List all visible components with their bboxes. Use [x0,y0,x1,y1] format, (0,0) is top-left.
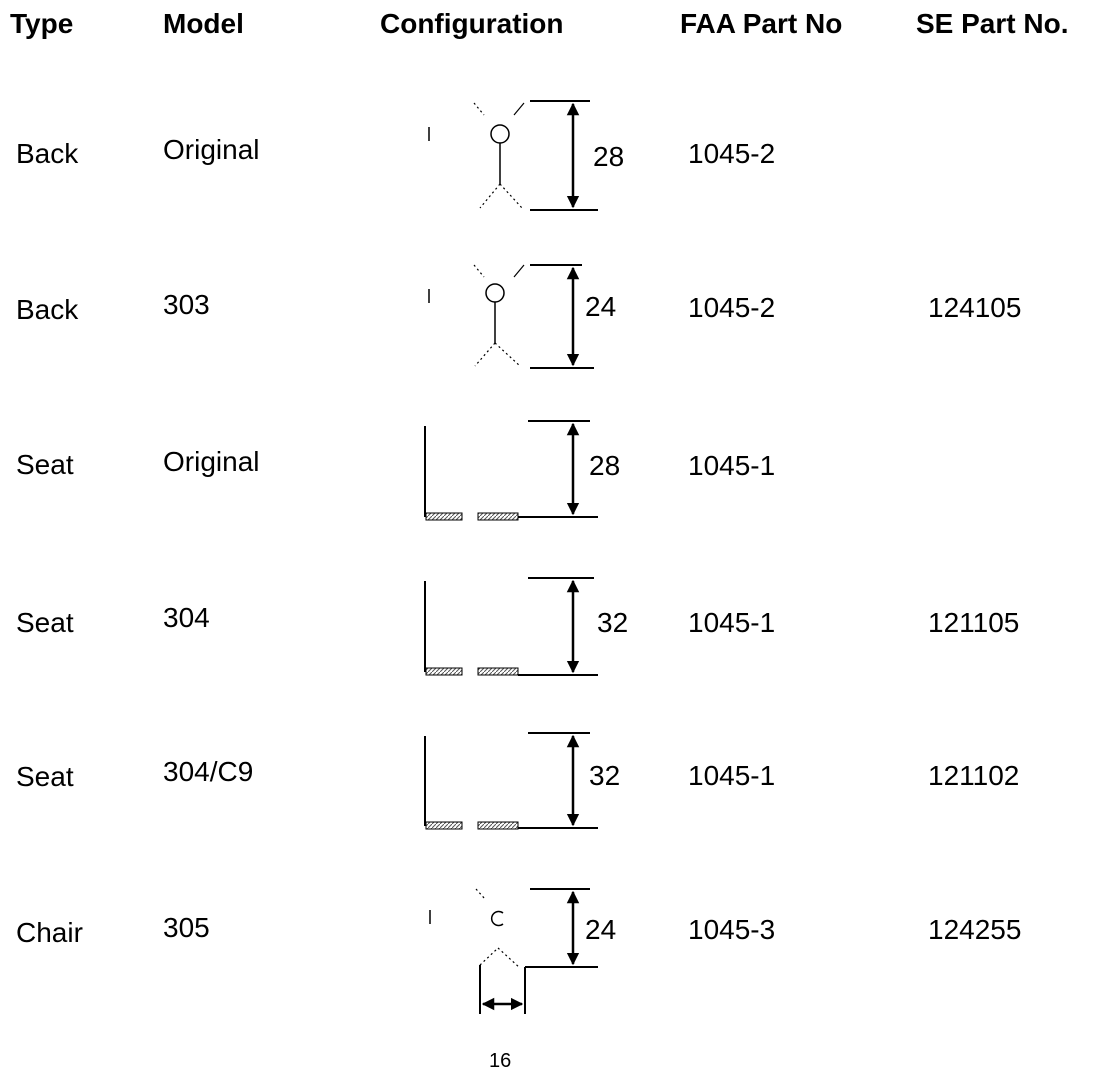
row-6-model: 305 [163,912,210,943]
row-3-faa-part: 1045-1 [688,450,776,481]
row-1-model: Original [163,134,260,165]
row-4-model: 304 [163,602,210,633]
chair-restraint-icon [429,888,526,1014]
dimension-line-row-2 [530,264,594,369]
dimension-line-row-4 [518,577,598,676]
row-1-faa-part: 1045-2 [688,138,776,169]
seat-restraint-icon [424,581,519,676]
row-6-se-part: 124255 [928,914,1022,945]
header-configuration: Configuration [380,8,564,39]
header-se-part: SE Part No. [916,8,1069,39]
row-6-width-dimension: 16 [489,1050,512,1072]
row-3-dimension: 28 [589,450,621,481]
dimension-line-row-6 [525,888,598,968]
row-6-dimension: 24 [585,914,617,945]
row-4-type: Seat [16,607,74,638]
row-2-dimension: 24 [585,291,617,322]
row-5-se-part: 121102 [928,760,1020,791]
row-1-dimension: 28 [593,141,625,172]
dimension-line-row-1 [530,100,598,211]
seat-restraint-icon [424,426,519,521]
row-3-model: Original [163,446,260,477]
row-3-type: Seat [16,449,74,480]
seat-restraint-icon [424,736,519,830]
dimension-line-row-5 [518,732,598,829]
row-6-faa-part: 1045-3 [688,914,776,945]
row-5-faa-part: 1045-1 [688,760,776,791]
row-5-dimension: 32 [589,760,621,791]
row-6-type: Chair [16,917,83,948]
row-2-faa-part: 1045-2 [688,292,776,323]
row-2-model: 303 [163,289,210,320]
row-5-model: 304/C9 [163,756,254,787]
back-restraint-icon [428,264,525,367]
row-1-type: Back [16,138,79,169]
row-4-se-part: 121105 [928,607,1020,638]
row-2-se-part: 124105 [928,292,1022,323]
header-faa-part: FAA Part No [680,8,843,39]
dimension-line-row-3 [518,420,598,518]
header-type: Type [10,8,74,39]
row-2-type: Back [16,294,79,325]
row-4-dimension: 32 [597,607,629,638]
header-model: Model [163,8,244,39]
row-4-faa-part: 1045-1 [688,607,776,638]
row-5-type: Seat [16,761,74,792]
back-restraint-icon [428,102,525,209]
